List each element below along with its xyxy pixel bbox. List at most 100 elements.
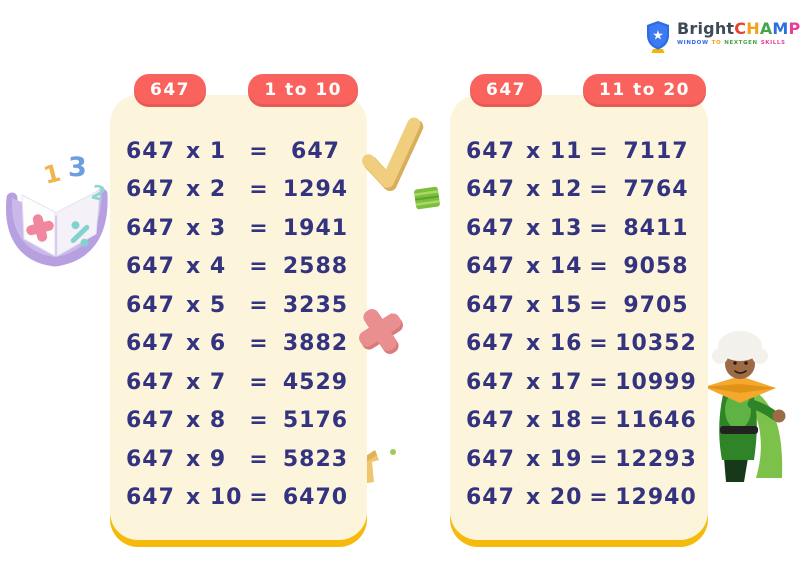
tagline-word: WINDOW: [677, 40, 709, 46]
product: 9058: [623, 254, 689, 280]
logo-letter: C: [734, 19, 747, 38]
table-row: 647 x 4 = 2588: [126, 248, 357, 287]
multiplier: x 18: [526, 408, 583, 434]
multiplicand: 647: [466, 138, 515, 164]
multiplicand: 647: [126, 485, 175, 511]
logo-text: BrightCHAMPS WINDOW TO NEXTGEN SKILLS: [677, 19, 800, 47]
table-row: 647 x 3 = 1941: [126, 209, 357, 248]
multiplicand: 647: [466, 215, 515, 241]
table-row: 647 x 13 = 8411: [466, 209, 698, 248]
table-row: 647 x 14 = 9058: [466, 248, 698, 287]
product: 3882: [282, 331, 349, 357]
logo-letter: P: [788, 19, 800, 38]
multiplier: x 2: [186, 177, 227, 203]
multiplier: x 1: [186, 138, 227, 164]
table-range-badge: 11 to 20: [583, 74, 706, 107]
multiplier: x 15: [526, 292, 583, 318]
equals-sign: =: [249, 292, 269, 318]
multiplicand: 647: [126, 138, 175, 164]
multiplicand: 647: [126, 215, 175, 241]
multiplicand: 647: [126, 177, 175, 203]
product: 4529: [282, 369, 349, 395]
table-row: 647 x 16 = 10352: [466, 325, 698, 364]
multiplier: x 3: [186, 215, 227, 241]
product: 3235: [282, 292, 349, 318]
multiplicand: 647: [126, 446, 175, 472]
product: 10352: [615, 331, 697, 357]
table-row: 647 x 6 = 3882: [126, 325, 357, 364]
product: 7764: [623, 177, 689, 203]
multiplier: x 16: [526, 331, 583, 357]
product: 1941: [282, 215, 349, 241]
plus-icon: [26, 214, 54, 242]
product: 9705: [623, 292, 689, 318]
product: 12293: [615, 446, 697, 472]
multiplier: x 9: [186, 446, 227, 472]
table-row: 647 x 15 = 9705: [466, 286, 698, 325]
brightchamps-logo: ★ BrightCHAMPS WINDOW TO NEXTGEN SKILLS: [645, 20, 800, 54]
multiplicand: 647: [466, 446, 515, 472]
logo-tagline: WINDOW TO NEXTGEN SKILLS: [677, 40, 800, 46]
multiplicand: 647: [126, 408, 175, 434]
tagline-word: SKILLS: [760, 40, 786, 46]
equals-sign: =: [249, 331, 269, 357]
equals-sign: =: [249, 177, 269, 203]
multiplier: x 14: [526, 254, 583, 280]
product: 2588: [282, 254, 349, 280]
square-root-icon: [362, 117, 424, 191]
table-row: 647 x 10 = 6470: [126, 479, 357, 518]
logo-letter: M: [772, 19, 789, 38]
equals-sign: =: [249, 369, 269, 395]
equals-sign: =: [249, 485, 269, 511]
svg-text:★: ★: [652, 29, 664, 44]
multiplier: x 6: [186, 331, 227, 357]
logo-shield-icon: ★: [647, 21, 669, 53]
multiplier: x 13: [526, 215, 583, 241]
table-row: 647 x 8 = 5176: [126, 402, 357, 441]
multiplicand: 647: [466, 292, 515, 318]
multiplicand: 647: [466, 331, 515, 357]
table-number-badge: 647: [470, 74, 542, 107]
table-row: 647 x 5 = 3235: [126, 286, 357, 325]
floating-number: 2: [89, 180, 108, 207]
product: 1294: [282, 177, 349, 203]
product: 647: [291, 138, 340, 164]
equals-sign: =: [589, 177, 609, 203]
equals-sign: =: [249, 138, 269, 164]
multiplier: x 8: [186, 408, 227, 434]
logo-brand-prefix: Bright: [677, 19, 735, 38]
multiplier: x 17: [526, 369, 583, 395]
table-row: 647 x 12 = 7764: [466, 171, 698, 210]
open-book-illustration: 1 3 2: [6, 152, 108, 267]
equals-sign: =: [589, 485, 609, 511]
multiplicand: 647: [466, 254, 515, 280]
table-row: 647 x 1 = 647: [126, 132, 357, 171]
multiplier: x 19: [526, 446, 583, 472]
multiplicand: 647: [126, 369, 175, 395]
table-row: 647 x 2 = 1294: [126, 171, 357, 210]
table-row: 647 x 19 = 12293: [466, 440, 698, 479]
tagline-word: NEXTGEN: [724, 40, 758, 46]
product: 10999: [615, 369, 697, 395]
floating-number: 1: [41, 159, 64, 190]
multiplier: x 5: [186, 292, 227, 318]
table-row: 647 x 9 = 5823: [126, 440, 357, 479]
equals-sign: =: [249, 446, 269, 472]
equals-sign: =: [589, 446, 609, 472]
multiplier: x 7: [186, 369, 227, 395]
multiplicand: 647: [126, 331, 175, 357]
multiplier: x 4: [186, 254, 227, 280]
multiplicand: 647: [126, 254, 175, 280]
equals-sign: =: [249, 254, 269, 280]
multiplicand: 647: [466, 408, 515, 434]
product: 11646: [615, 408, 697, 434]
equals-sign: =: [589, 215, 609, 241]
multiplier: x 11: [526, 138, 583, 164]
table-row: 647 x 18 = 11646: [466, 402, 698, 441]
equals-sign: =: [589, 292, 609, 318]
multiplicand: 647: [466, 485, 515, 511]
times-table-card-1-to-10: 647 1 to 10 647 x 1 = 647 647 x 2 = 1294 647 x …: [110, 74, 367, 540]
equals-sign: =: [589, 369, 609, 395]
grandma-character: [704, 331, 786, 482]
